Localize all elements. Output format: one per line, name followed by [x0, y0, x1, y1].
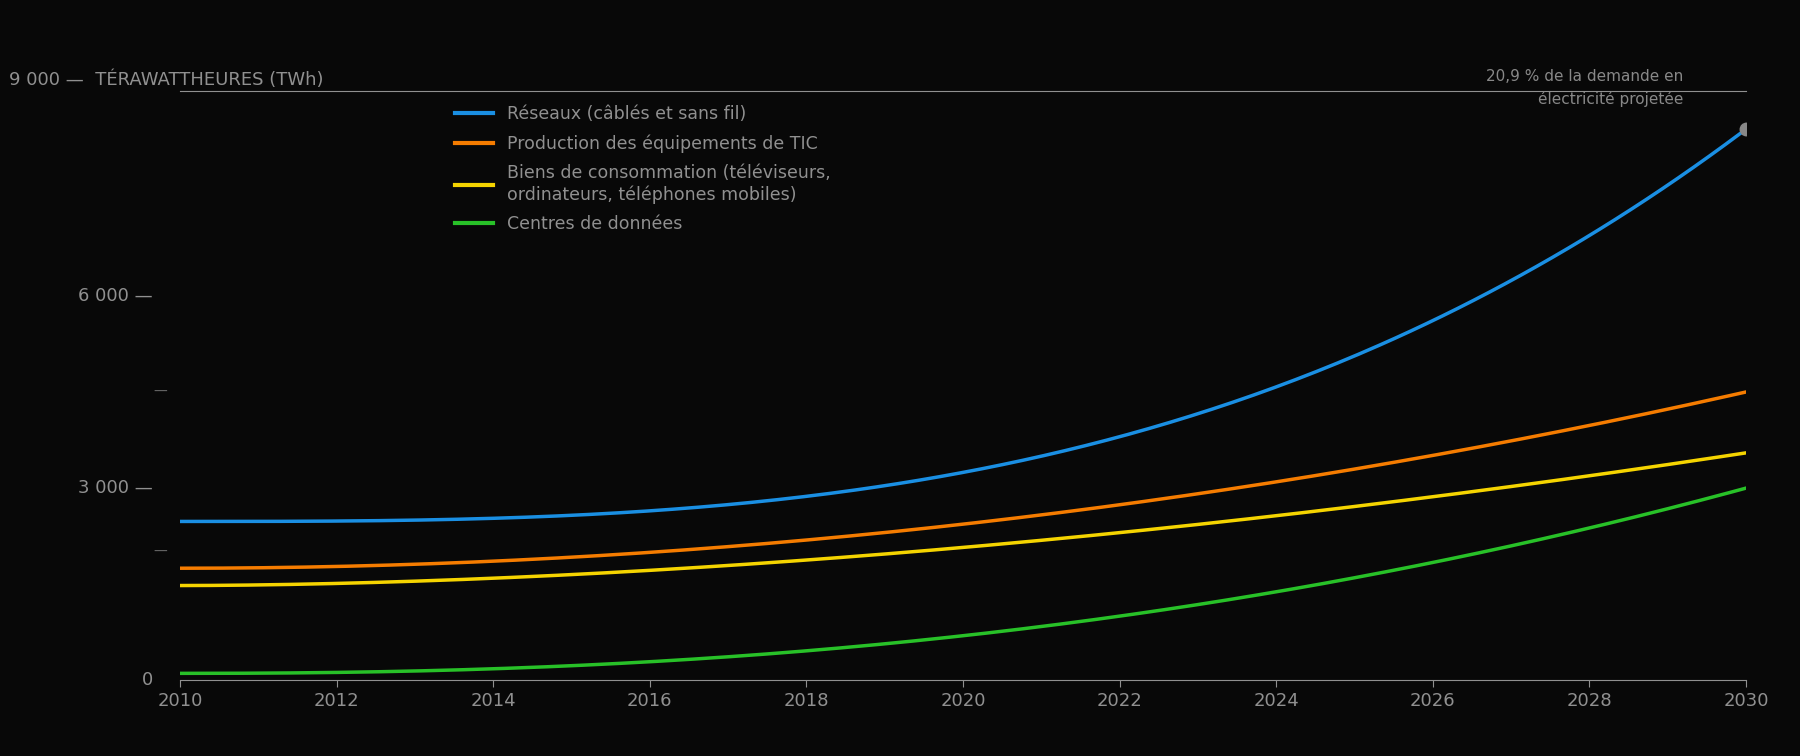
Text: —: — [153, 545, 167, 559]
Text: 20,9 % de la demande en
électricité projetée: 20,9 % de la demande en électricité proj… [1487, 70, 1683, 107]
Text: 9 000 —  TÉRAWATTHEURES (TWh): 9 000 — TÉRAWATTHEURES (TWh) [9, 70, 324, 88]
Text: 0: 0 [142, 671, 153, 689]
Text: 3 000 —: 3 000 — [77, 479, 153, 497]
Text: 6 000 —: 6 000 — [79, 287, 153, 305]
Text: —: — [153, 385, 167, 399]
Legend: Réseaux (câblés et sans fil), Production des équipements de TIC, Biens de consom: Réseaux (câblés et sans fil), Production… [455, 105, 832, 233]
